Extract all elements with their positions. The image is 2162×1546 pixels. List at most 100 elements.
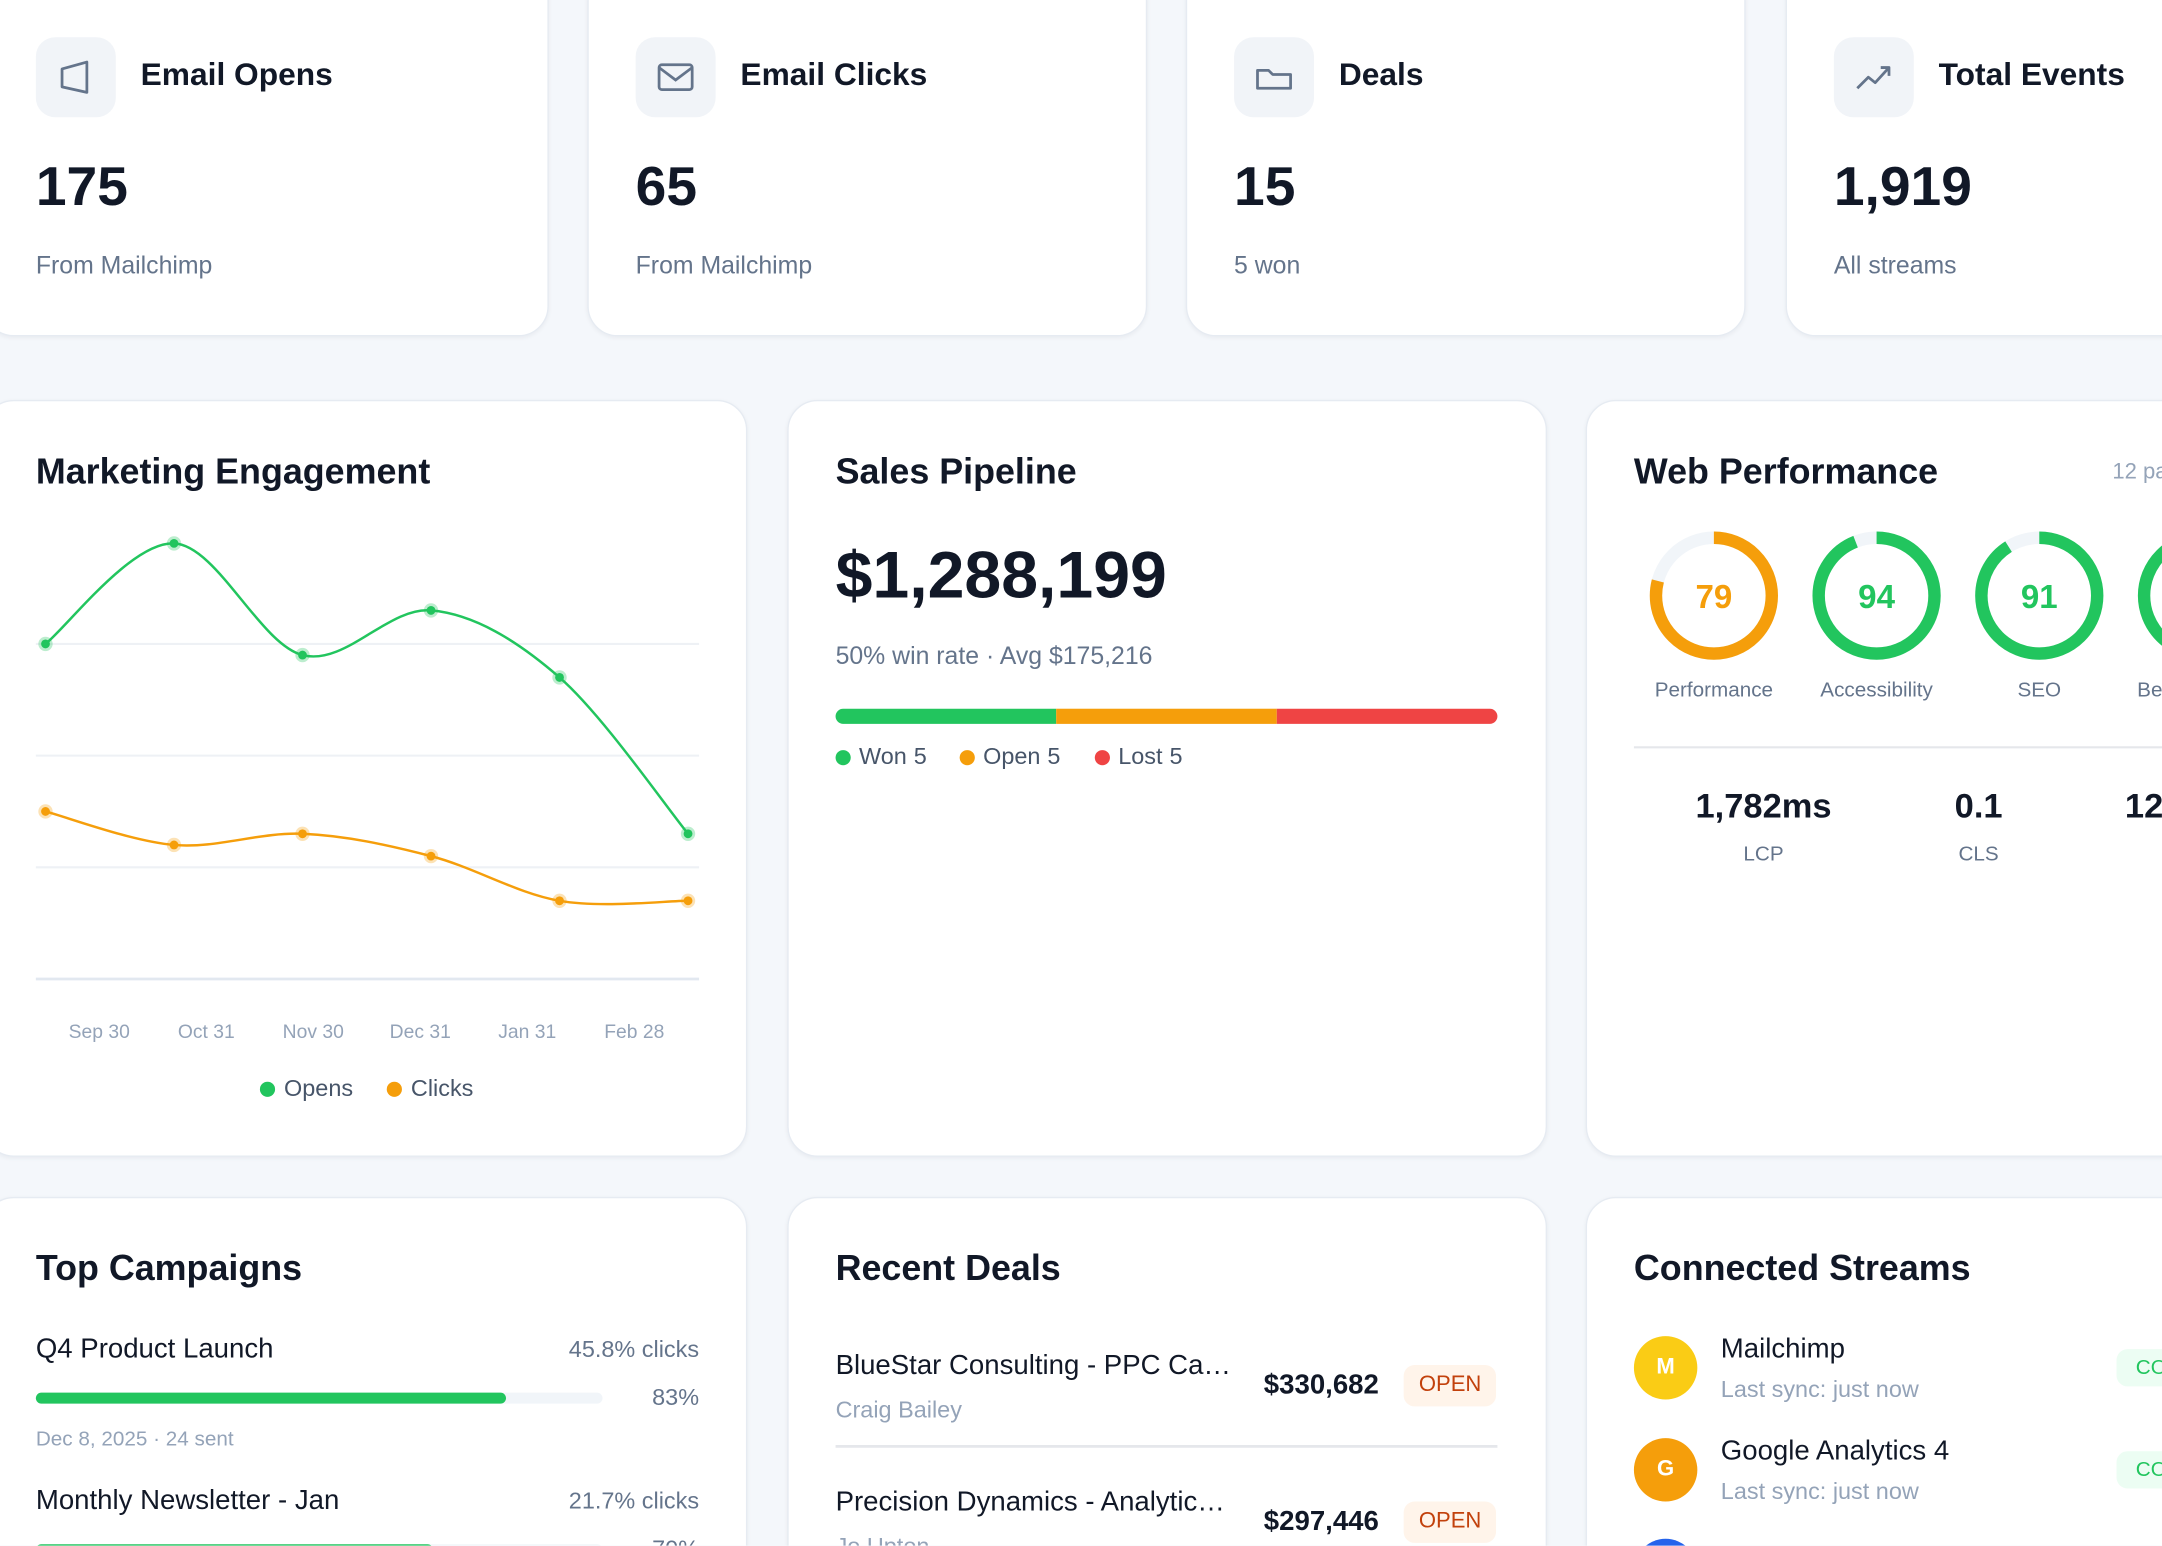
gauge-score: 79 [1695, 579, 1732, 616]
legend-label: Open 5 [983, 743, 1060, 771]
pipeline-total: $1,288,199 [835, 539, 1167, 613]
campaign-name: Q4 Product Launch [35, 1334, 274, 1365]
point [38, 636, 53, 652]
card-title: Recent Deals [835, 1247, 1061, 1289]
web-note: 12 pa [2112, 460, 2162, 484]
point [423, 603, 439, 618]
metric-label: CLS [1959, 842, 1999, 865]
icon [1234, 37, 1315, 118]
campaigns-card [0, 1196, 748, 1546]
stat-title: Deals [1338, 55, 1424, 92]
stream-avatar: M [1633, 1336, 1698, 1400]
stat-title: Email Opens [140, 55, 333, 92]
x-tick-label: Dec 31 [390, 1022, 451, 1043]
point [295, 826, 310, 841]
stat-value: 15 [1234, 156, 1296, 218]
icon-glyph [1856, 66, 1891, 90]
engagement-card [0, 399, 748, 1157]
card-title: Web Performance [1633, 450, 1939, 492]
icon [1833, 37, 1914, 118]
legend-label: Clicks [411, 1075, 474, 1101]
progress-label: 70% [652, 1536, 699, 1546]
deal-status[interactable]: OPEN [1403, 1365, 1497, 1407]
card-title: Sales Pipeline [835, 450, 1077, 492]
stream-name: Google Analytics 4 [1720, 1436, 1950, 1467]
stat-sub: From Mailchimp [35, 251, 213, 280]
gauge-arc [1975, 531, 2104, 660]
point [38, 804, 53, 819]
progress-bar [35, 1392, 507, 1404]
campaign-meta: Dec 8, 2025 · 24 sent [35, 1427, 234, 1452]
point [166, 536, 182, 551]
campaign-clicks: 45.8% clicks [568, 1336, 700, 1363]
stat-title: Email Clicks [740, 55, 928, 92]
legend-label: Lost 5 [1118, 743, 1182, 771]
metric-value: 0.1 [1955, 788, 2003, 826]
series-line [44, 542, 689, 835]
stream-avatar-partial [1633, 1538, 1698, 1546]
pipeline-subtitle: 50% win rate · Avg $175,216 [835, 641, 1153, 670]
series-line [45, 810, 689, 906]
icon-glyph [657, 63, 694, 92]
deal-name: Precision Dynamics - Analytic… [835, 1487, 1225, 1518]
stat-value: 1,919 [1833, 156, 1972, 218]
x-tick-label: Sep 30 [69, 1022, 130, 1043]
point [680, 893, 696, 908]
gauge-label: SEO [2017, 678, 2061, 701]
campaign-clicks: 21.7% clicks [568, 1487, 700, 1514]
web-card [1585, 399, 2162, 1157]
stream-avatar: G [1633, 1438, 1698, 1502]
metric-value: 12 [2125, 788, 2162, 826]
segment-label: Lost [1118, 743, 1163, 770]
metric-label: LCP [1743, 842, 1783, 865]
gauge-score: 94 [1858, 579, 1895, 616]
stat-sub: 5 won [1234, 251, 1301, 280]
legend-dot [959, 750, 975, 766]
gauge-arc-partial [2137, 545, 2162, 646]
chart-title: Marketing Engagement [35, 450, 431, 492]
stat-value: 65 [635, 156, 697, 218]
stream-badge: CO [2116, 1349, 2162, 1387]
pipeline-segment [1056, 708, 1277, 724]
point [680, 826, 696, 841]
legend-dot [835, 750, 851, 766]
pipeline-segment [835, 708, 1057, 724]
legend-dot [259, 1081, 276, 1097]
x-tick-label: Jan 31 [498, 1022, 556, 1043]
segment-label: Open [983, 743, 1041, 770]
deal-status[interactable]: OPEN [1403, 1501, 1497, 1543]
divider [835, 1445, 1498, 1448]
legend-dot [386, 1081, 402, 1097]
deal-amount: $330,682 [1263, 1369, 1379, 1401]
point [552, 670, 567, 685]
gauge-score: 91 [2021, 579, 2058, 616]
gauge-label: Accessibility [1820, 678, 1933, 701]
pipeline-segment [1276, 708, 1498, 724]
pipeline-card [787, 399, 1548, 1157]
stream-sync: Last sync: just now [1720, 1376, 1919, 1403]
icon [35, 37, 116, 118]
icon [635, 37, 716, 118]
stream-name: Mailchimp [1720, 1334, 1845, 1365]
legend-label: Won 5 [859, 743, 927, 771]
metric-value: 1,782ms [1695, 788, 1831, 826]
card-title: Top Campaigns [35, 1247, 303, 1289]
stat-title: Total Events [1938, 55, 2125, 92]
segment-label: Won [859, 743, 907, 770]
stream-badge: CO [2116, 1451, 2162, 1489]
x-tick-label: Oct 31 [178, 1022, 235, 1043]
progress-label: 83% [652, 1384, 700, 1411]
x-tick-label: Feb 28 [604, 1022, 664, 1043]
deal-name: BlueStar Consulting - PPC Ca… [835, 1350, 1232, 1381]
point [423, 848, 439, 864]
progress-bar [35, 1544, 433, 1546]
stat-sub: From Mailchimp [635, 251, 813, 280]
legend-label: Opens [284, 1075, 353, 1101]
segment-count: 5 [1047, 743, 1061, 770]
gauge-label: Be [2137, 678, 2162, 701]
stat-sub: All streams [1833, 251, 1957, 280]
point [552, 893, 567, 908]
segment-count: 5 [913, 743, 927, 770]
